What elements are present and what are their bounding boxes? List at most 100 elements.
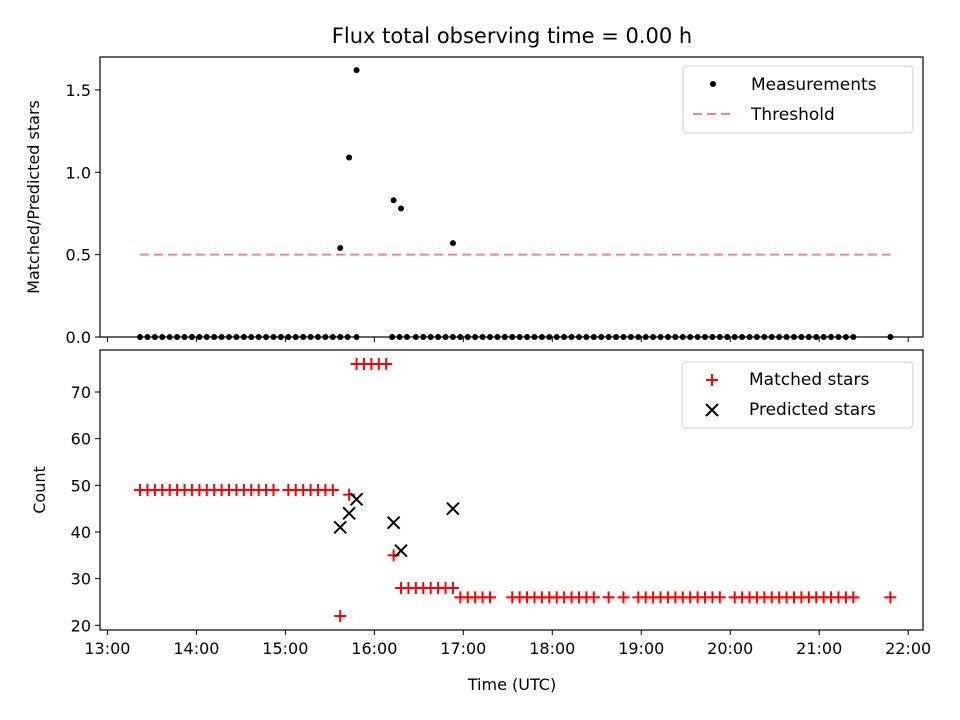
- predicted-star-marker: [342, 506, 356, 521]
- ratio-legend-box: [682, 65, 914, 134]
- measurement-point: [137, 334, 144, 340]
- matched-star-marker: [380, 358, 393, 370]
- measurement-point: [575, 334, 582, 340]
- measurement-point: [322, 334, 329, 340]
- x-tick-label: 21:00: [796, 639, 842, 658]
- measurement-point: [188, 334, 195, 340]
- measurement-point: [353, 67, 360, 74]
- measurement-point: [427, 334, 434, 340]
- measurement-point: [449, 334, 456, 340]
- y-tick-label: 50: [71, 476, 91, 495]
- measurement-point: [524, 334, 531, 340]
- measurement-point: [620, 334, 627, 340]
- measurement-point: [314, 334, 321, 340]
- measurement-point: [307, 334, 314, 340]
- measurement-point: [166, 334, 173, 340]
- measurement-point: [449, 240, 456, 247]
- measurement-point: [464, 334, 471, 340]
- y-tick-label: 30: [71, 570, 91, 589]
- count-panel: 20 30 40 50 60 70 13:00 14:00 15:00 16:00 17:00 18…: [30, 349, 931, 694]
- measurement-point: [337, 334, 344, 340]
- legend-matched-marker: [706, 374, 718, 386]
- matched-star-marker: [267, 484, 280, 496]
- measurement-point: [240, 334, 247, 340]
- measurement-point: [389, 334, 396, 340]
- measurement-point: [672, 334, 679, 340]
- matched-star-marker: [334, 610, 347, 622]
- x-tick-label: 22:00: [885, 639, 931, 658]
- measurement-point: [590, 334, 597, 340]
- measurement-point: [828, 334, 835, 340]
- measurement-point: [753, 334, 760, 340]
- ratio-legend: Measurements Threshold: [682, 65, 914, 134]
- matched-star-marker: [343, 488, 356, 501]
- x-tick-label: 19:00: [618, 639, 664, 658]
- ratio-y-axis: 0.0 0.5 1.0 1.5: [66, 81, 100, 347]
- measurement-point: [329, 334, 336, 340]
- measurement-point: [218, 334, 225, 340]
- measurement-point: [144, 334, 151, 340]
- x-tick-label: 15:00: [262, 639, 308, 658]
- measurement-point: [568, 334, 575, 340]
- measurement-point: [538, 334, 545, 340]
- measurement-point: [790, 334, 797, 340]
- measurement-point: [196, 334, 203, 340]
- matched-star-marker: [387, 549, 400, 562]
- count-x-axis-label: Time (UTC): [467, 675, 556, 694]
- x-tick-label: 17:00: [440, 639, 486, 658]
- measurement-point: [627, 334, 634, 340]
- measurement-point: [285, 334, 292, 340]
- measurement-point: [598, 334, 605, 340]
- ratio-x-axis: [106, 337, 909, 342]
- matched-star-marker: [713, 591, 726, 604]
- predicted-star-marker: [386, 515, 401, 530]
- matched-star-marker: [847, 591, 860, 604]
- measurement-point: [181, 334, 188, 340]
- measurement-point: [657, 334, 664, 340]
- measurement-point: [151, 334, 158, 340]
- matched-star-marker: [617, 591, 630, 604]
- legend-predicted-marker: [705, 403, 719, 417]
- matched-star-marker: [587, 591, 600, 604]
- measurement-point: [344, 334, 351, 340]
- measurement-point: [337, 245, 344, 252]
- measurement-point: [635, 334, 642, 340]
- measurement-point: [694, 334, 701, 340]
- x-tick-label: 18:00: [529, 639, 575, 658]
- measurement-point: [739, 334, 746, 340]
- measurement-point: [390, 197, 397, 204]
- measurement-point: [687, 334, 694, 340]
- measurement-point: [820, 334, 827, 340]
- predicted-star-marker: [333, 520, 347, 535]
- measurement-point: [650, 334, 657, 340]
- measurement-point: [398, 205, 405, 212]
- measurement-point: [768, 334, 775, 340]
- measurement-point: [277, 334, 284, 340]
- chart-title: Flux total observing time = 0.00 h: [332, 24, 692, 48]
- measurement-point: [664, 334, 671, 340]
- measurement-point: [509, 334, 516, 340]
- measurement-point: [798, 334, 805, 340]
- predicted-star-marker: [349, 492, 364, 507]
- ratio-plot-marks: [137, 67, 894, 340]
- measurement-point: [248, 334, 255, 340]
- measurement-point: [353, 334, 360, 340]
- measurement-point: [174, 334, 181, 340]
- legend-measurements-marker: [710, 81, 716, 87]
- measurement-point: [887, 334, 894, 340]
- measurement-point: [842, 334, 849, 340]
- x-tick-label: 20:00: [707, 639, 753, 658]
- y-tick-label: 1.0: [66, 163, 91, 182]
- matched-star-marker: [602, 591, 615, 604]
- predicted-star-marker: [394, 543, 408, 558]
- count-plot-frame: [99, 349, 924, 631]
- measurement-point: [605, 334, 612, 340]
- measurement-point: [292, 334, 299, 340]
- y-tick-label: 1.5: [66, 81, 91, 100]
- count-legend: Matched stars Predicted stars: [681, 361, 914, 429]
- measurement-point: [479, 334, 486, 340]
- measurement-point: [546, 334, 553, 340]
- measurement-point: [746, 334, 753, 340]
- count-legend-box: [681, 361, 914, 429]
